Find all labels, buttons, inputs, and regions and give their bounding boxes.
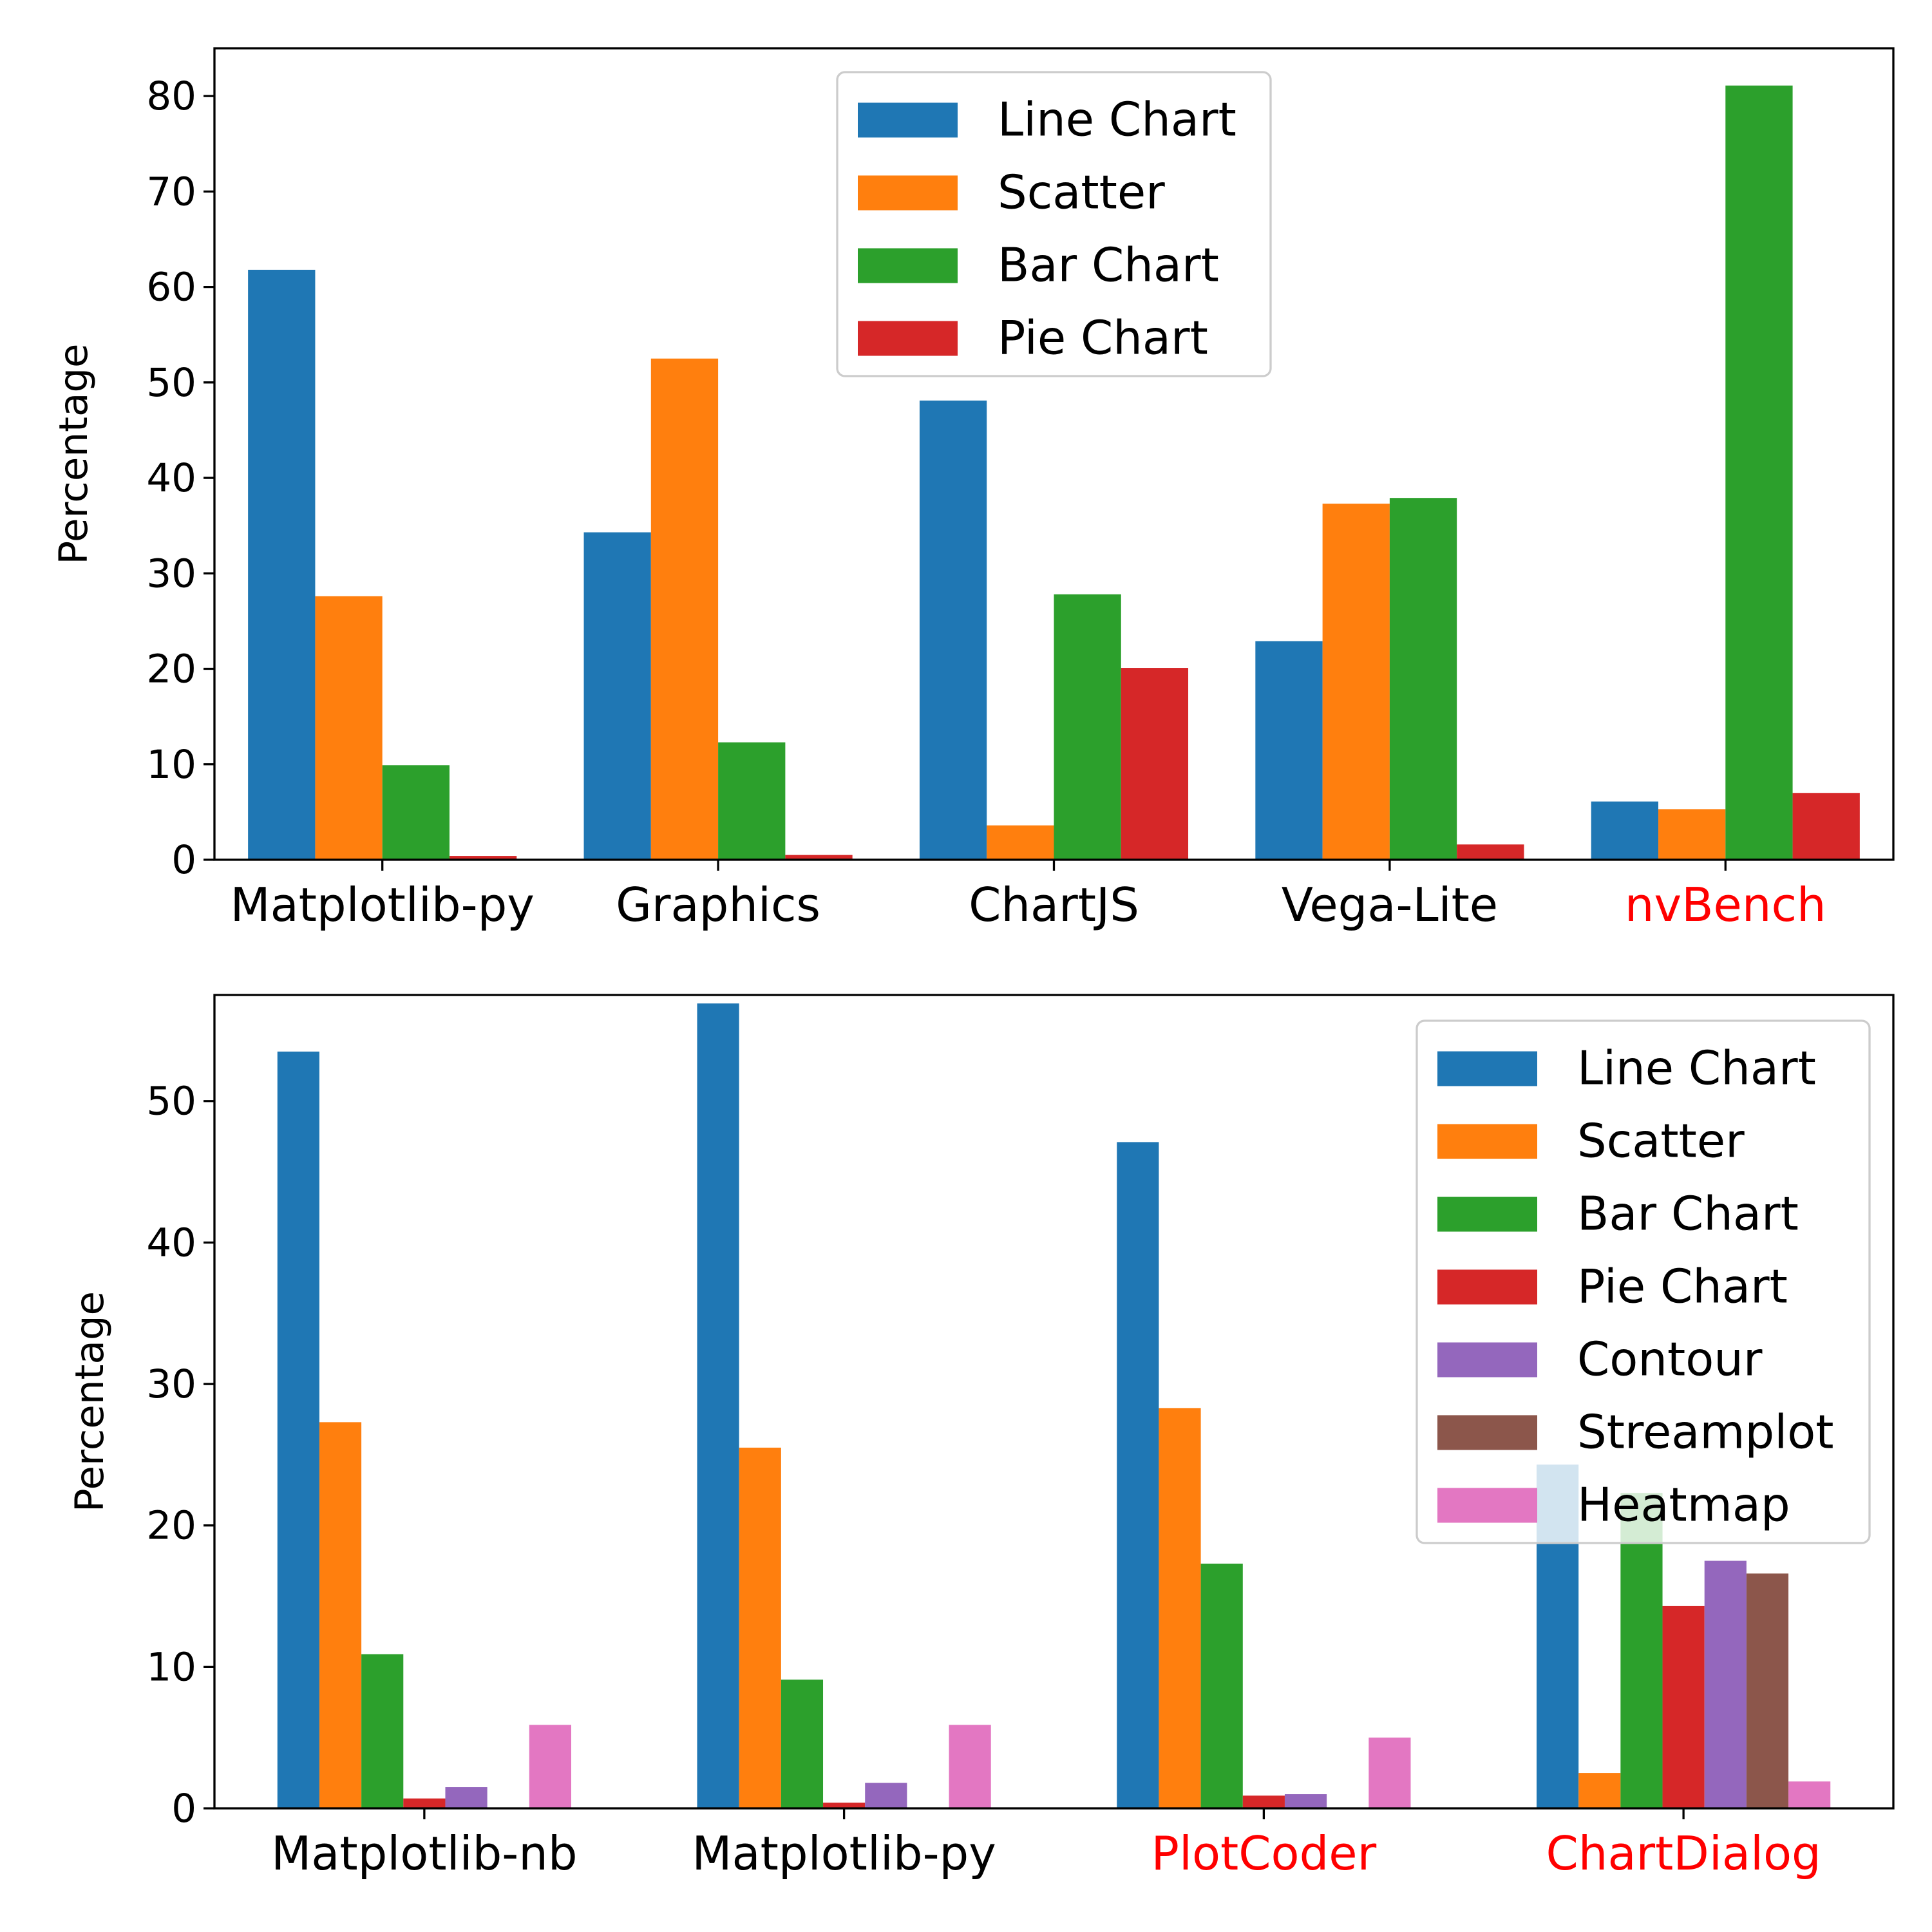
- legend-swatch-line-chart: [858, 102, 958, 138]
- bar-scatter-plotcoder: [1159, 1408, 1201, 1808]
- y-tick-label: 60: [146, 265, 196, 310]
- bar-scatter-vega-lite: [1322, 504, 1390, 860]
- bar-bar-chart-plotcoder: [1200, 1564, 1243, 1808]
- x-tick-label: ChartJS: [969, 878, 1139, 932]
- legend-swatch-pie-chart: [1437, 1269, 1537, 1305]
- bar-heatmap-matplotlib-nb: [529, 1725, 571, 1808]
- bar-contour-plotcoder: [1284, 1794, 1327, 1808]
- legend-swatch-pie-chart: [858, 321, 958, 356]
- y-tick-label: 20: [146, 647, 196, 692]
- bar-bar-chart-matplotlib-py: [781, 1680, 824, 1808]
- x-tick-label: Matplotlib-py: [692, 1826, 996, 1880]
- legend-label-bar-chart: Bar Chart: [1577, 1187, 1799, 1241]
- bar-pie-chart-matplotlib-py: [449, 856, 517, 860]
- bar-pie-chart-matplotlib-py: [823, 1803, 866, 1808]
- legend-swatch-line-chart: [1437, 1051, 1537, 1086]
- x-tick-label: PlotCoder: [1151, 1826, 1377, 1880]
- x-tick-label: Graphics: [616, 878, 820, 932]
- bar-contour-matplotlib-py: [865, 1783, 907, 1808]
- bar-line-chart-matplotlib-py: [697, 1003, 739, 1808]
- legend-swatch-scatter: [858, 175, 958, 211]
- y-axis-label: Percentage: [51, 343, 97, 564]
- bar-contour-matplotlib-nb: [445, 1787, 488, 1808]
- y-axis-label: Percentage: [67, 1291, 113, 1512]
- y-tick-label: 0: [171, 837, 196, 883]
- bar-bar-chart-nvbench: [1725, 85, 1793, 860]
- y-tick-label: 10: [146, 742, 196, 788]
- bar-bar-chart-matplotlib-nb: [361, 1654, 404, 1808]
- bar-bar-chart-vega-lite: [1389, 498, 1457, 860]
- legend-label-line-chart: Line Chart: [1577, 1041, 1816, 1095]
- bar-pie-chart-vega-lite: [1457, 844, 1524, 860]
- bar-scatter-matplotlib-nb: [319, 1422, 362, 1808]
- bar-line-chart-matplotlib-py: [248, 269, 316, 860]
- bar-bar-chart-chartdialog: [1620, 1493, 1663, 1808]
- y-tick-label: 10: [146, 1644, 196, 1690]
- legend-label-pie-chart: Pie Chart: [998, 311, 1208, 365]
- y-tick-label: 20: [146, 1503, 196, 1549]
- bar-scatter-chartjs: [987, 825, 1054, 860]
- bar-line-chart-nvbench: [1591, 801, 1659, 860]
- bar-pie-chart-chartjs: [1121, 668, 1189, 860]
- bar-line-chart-chartjs: [919, 400, 987, 860]
- y-tick-label: 0: [171, 1786, 196, 1832]
- bar-pie-chart-graphics: [785, 855, 853, 860]
- bar-pie-chart-matplotlib-nb: [403, 1798, 446, 1808]
- bar-line-chart-vega-lite: [1255, 641, 1323, 860]
- x-tick-label: ChartDialog: [1546, 1826, 1821, 1880]
- bar-line-chart-graphics: [583, 532, 651, 860]
- bar-scatter-chartdialog: [1578, 1773, 1621, 1808]
- legend-label-scatter: Scatter: [998, 166, 1165, 220]
- bar-line-chart-plotcoder: [1117, 1142, 1159, 1808]
- bar-pie-chart-plotcoder: [1242, 1795, 1285, 1808]
- legend-label-scatter: Scatter: [1577, 1114, 1745, 1168]
- chart-panel-1: 0 10 20 30 40 50 60 70 80 Matplotlib-py Graphics Ch…: [51, 47, 1895, 932]
- x-tick-label: nvBench: [1625, 878, 1826, 932]
- bar-scatter-matplotlib-py: [315, 596, 383, 860]
- x-tick-label: Matplotlib-py: [230, 878, 534, 932]
- bar-contour-chartdialog: [1704, 1560, 1747, 1808]
- bar-heatmap-matplotlib-py: [949, 1725, 991, 1808]
- bar-bar-chart-chartjs: [1054, 594, 1121, 860]
- legend-label-line-chart: Line Chart: [998, 93, 1236, 147]
- bar-scatter-graphics: [650, 358, 719, 860]
- x-tick-label: Matplotlib-nb: [271, 1826, 578, 1880]
- legend-label-bar-chart: Bar Chart: [998, 238, 1219, 292]
- bar-scatter-matplotlib-py: [739, 1447, 781, 1808]
- legend-label-heatmap: Heatmap: [1577, 1478, 1790, 1532]
- y-tick-label: 40: [146, 1220, 196, 1265]
- axes-frame: [213, 994, 1895, 1810]
- bar-heatmap-chartdialog: [1788, 1781, 1831, 1808]
- bar-heatmap-plotcoder: [1368, 1738, 1411, 1808]
- y-tick-label: 70: [146, 169, 196, 214]
- bar-bar-chart-matplotlib-py: [382, 765, 450, 860]
- bar-pie-chart-nvbench: [1792, 793, 1860, 860]
- bar-pie-chart-chartdialog: [1662, 1605, 1705, 1808]
- legend-label-streamplot: Streamplot: [1577, 1405, 1834, 1459]
- legend-swatch-contour: [1437, 1342, 1537, 1378]
- legend-label-pie-chart: Pie Chart: [1577, 1260, 1788, 1314]
- chart-panel-2: 0 10 20 30 40 50 Matplotlib-nb Matplotlib-py Plo…: [67, 994, 1895, 1880]
- y-tick-label: 40: [146, 455, 196, 501]
- legend-swatch-bar-chart: [858, 248, 958, 283]
- y-tick-label: 50: [146, 360, 196, 406]
- y-tick-label: 80: [146, 73, 196, 119]
- legend-box: [836, 71, 1272, 377]
- legend-swatch-heatmap: [1437, 1488, 1537, 1523]
- legend-swatch-scatter: [1437, 1124, 1537, 1159]
- y-tick-label: 30: [146, 1361, 196, 1407]
- bar-bar-chart-graphics: [718, 742, 786, 860]
- bar-line-chart-matplotlib-nb: [277, 1051, 319, 1808]
- y-tick-label: 30: [146, 551, 196, 596]
- legend-swatch-bar-chart: [1437, 1197, 1537, 1232]
- y-tick-label: 50: [146, 1079, 196, 1124]
- legend-label-contour: Contour: [1577, 1332, 1763, 1387]
- legend-swatch-streamplot: [1437, 1415, 1537, 1450]
- bar-streamplot-chartdialog: [1746, 1573, 1789, 1808]
- x-tick-label: Vega-Lite: [1282, 878, 1498, 932]
- bar-scatter-nvbench: [1658, 809, 1726, 860]
